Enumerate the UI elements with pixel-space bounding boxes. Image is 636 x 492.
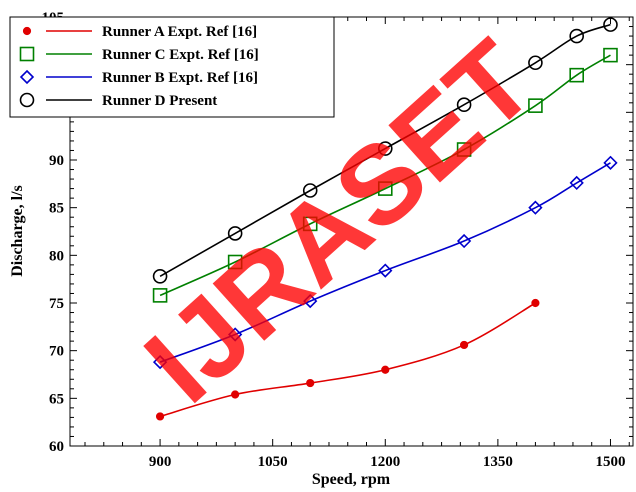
y-axis-title: Discharge, l/s xyxy=(9,185,26,277)
legend-label: Runner A Expt. Ref [16] xyxy=(102,24,257,40)
legend-label: Runner D Present xyxy=(102,93,217,109)
series-line xyxy=(159,54,611,297)
legend-marker xyxy=(22,26,32,36)
x-tick-label: 1050 xyxy=(258,454,288,470)
data-point xyxy=(531,298,540,308)
data-point xyxy=(456,97,472,113)
data-point xyxy=(528,98,543,113)
data-point xyxy=(152,354,168,370)
y-tick-label: 60 xyxy=(49,439,64,455)
data-point xyxy=(528,200,543,215)
x-tick-label: 1500 xyxy=(595,454,625,470)
legend-label: Runner C Expt. Ref [16] xyxy=(102,47,259,63)
x-tick-label: 1200 xyxy=(370,454,400,470)
series-3 xyxy=(152,17,618,284)
y-tick-label: 70 xyxy=(49,344,64,360)
data-point xyxy=(528,55,543,71)
legend-items: Runner A Expt. Ref [16] Runner C Expt. Re… xyxy=(19,24,259,109)
legend-item: Runner D Present xyxy=(19,92,217,109)
legend-marker xyxy=(19,92,35,108)
data-point xyxy=(456,142,472,157)
data-point xyxy=(228,327,243,342)
series-line xyxy=(159,162,611,363)
data-point xyxy=(456,233,472,249)
data-point xyxy=(306,378,315,388)
data-point xyxy=(378,263,393,278)
data-point xyxy=(603,155,618,170)
plot-area xyxy=(69,16,634,447)
series-1 xyxy=(152,47,618,303)
data-point xyxy=(603,47,618,63)
y-tick-label: 75 xyxy=(49,296,64,312)
data-point xyxy=(302,216,318,232)
data-point xyxy=(460,340,469,350)
y-tick-label: 85 xyxy=(49,201,64,217)
x-tick-label: 1350 xyxy=(483,454,513,470)
legend-item: Runner A Expt. Ref [16] xyxy=(22,24,257,40)
data-point xyxy=(381,365,390,374)
data-point xyxy=(569,28,585,44)
y-tick-label: 90 xyxy=(49,153,64,169)
data-point xyxy=(569,67,585,83)
legend-item: Runner B Expt. Ref [16] xyxy=(19,69,258,86)
legend-label: Runner B Expt. Ref [16] xyxy=(102,70,258,86)
series-2 xyxy=(152,155,618,370)
legend-marker xyxy=(19,69,35,85)
plot-frame xyxy=(69,16,634,447)
x-tick-label: 900 xyxy=(149,454,172,470)
data-point xyxy=(377,181,393,196)
data-point xyxy=(302,183,318,198)
data-point xyxy=(227,226,243,241)
legend-marker xyxy=(19,46,35,62)
data-point xyxy=(152,288,168,303)
series-layer xyxy=(152,17,618,421)
x-axis-title: Speed, rpm xyxy=(312,471,391,488)
series-line xyxy=(159,23,611,278)
legend-item: Runner C Expt. Ref [16] xyxy=(19,46,259,63)
y-tick-label: 65 xyxy=(49,391,64,407)
data-point xyxy=(303,293,318,309)
data-point xyxy=(152,269,168,284)
series-0 xyxy=(155,298,540,421)
data-point xyxy=(231,390,240,399)
data-point xyxy=(377,141,393,156)
data-point xyxy=(603,17,618,32)
data-point xyxy=(155,412,165,421)
data-point xyxy=(227,254,243,270)
legend: Runner A Expt. Ref [16] Runner C Expt. Re… xyxy=(9,16,335,118)
y-tick-label: 80 xyxy=(49,248,64,264)
data-point xyxy=(569,175,584,191)
series-line xyxy=(159,302,536,418)
